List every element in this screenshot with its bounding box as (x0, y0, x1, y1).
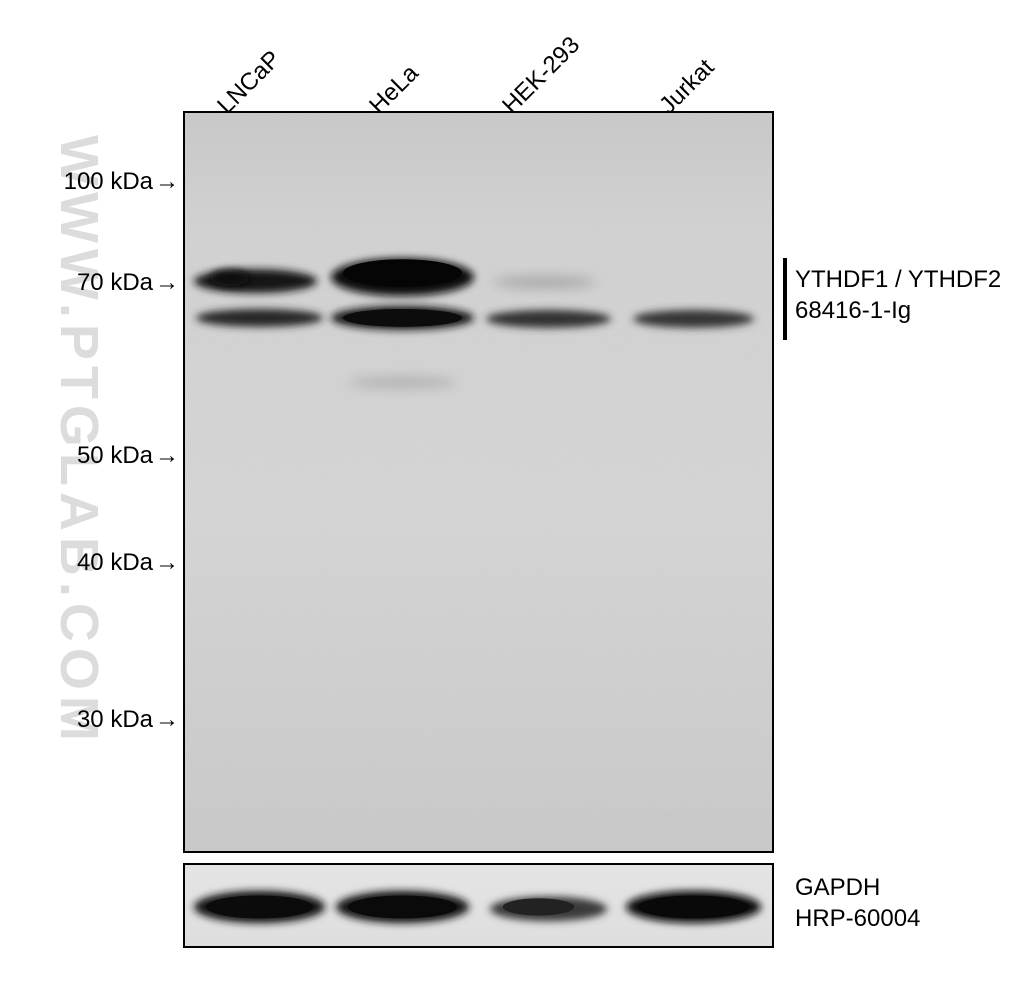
target-annotation: YTHDF1 / YTHDF2 68416-1-Ig (795, 264, 1001, 326)
figure-container: WWW.PTGLAB.COM LNCaP HeLa HEK-293 Jurkat (0, 0, 1011, 983)
mw-marker: 70 kDa→ (77, 269, 179, 297)
main-blot-panel (183, 111, 774, 853)
arrow-icon: → (155, 706, 179, 734)
mw-marker-value: 50 kDa (77, 442, 153, 469)
loading-catalog: HRP-60004 (795, 903, 920, 934)
mw-marker-value: 100 kDa (64, 168, 153, 195)
annotation-bracket (783, 258, 787, 340)
target-catalog: 68416-1-Ig (795, 295, 1001, 326)
arrow-icon: → (155, 442, 179, 470)
mw-marker-value: 30 kDa (77, 706, 153, 733)
arrow-icon: → (155, 549, 179, 577)
loading-annotation: GAPDH HRP-60004 (795, 872, 920, 934)
loading-blot-image (185, 865, 772, 946)
lane-label: LNCaP (212, 45, 287, 120)
loading-name: GAPDH (795, 872, 920, 903)
arrow-icon: → (155, 168, 179, 196)
main-blot-image (185, 113, 772, 851)
watermark-text: WWW.PTGLAB.COM (48, 135, 110, 747)
mw-marker: 100 kDa→ (64, 168, 179, 196)
mw-marker: 30 kDa→ (77, 706, 179, 734)
mw-marker-value: 40 kDa (77, 549, 153, 576)
loading-blot-panel (183, 863, 774, 948)
mw-marker: 50 kDa→ (77, 442, 179, 470)
arrow-icon: → (155, 269, 179, 297)
mw-marker: 40 kDa→ (77, 549, 179, 577)
target-name: YTHDF1 / YTHDF2 (795, 264, 1001, 295)
mw-marker-value: 70 kDa (77, 269, 153, 296)
lane-label: HEK-293 (497, 31, 586, 120)
